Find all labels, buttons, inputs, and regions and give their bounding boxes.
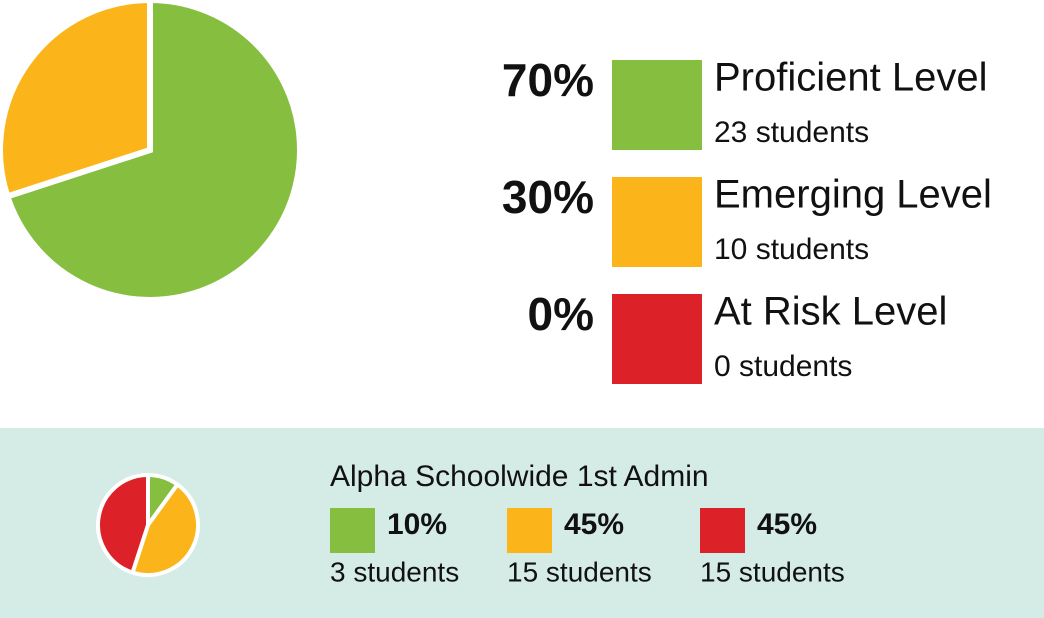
student-count: 10 students bbox=[714, 233, 869, 266]
pie-slice bbox=[130, 481, 200, 577]
pie-slice bbox=[0, 0, 153, 201]
student-count: 0 students bbox=[714, 350, 852, 383]
percent-label: 45% bbox=[564, 508, 624, 541]
legend-label: Emerging Level bbox=[714, 173, 992, 217]
percent-label: 0% bbox=[528, 288, 594, 340]
percent-label: 30% bbox=[502, 171, 594, 223]
panel-title: Alpha Schoolwide 1st Admin bbox=[330, 460, 709, 493]
legend-swatch bbox=[612, 294, 702, 384]
student-count: 15 students bbox=[507, 556, 652, 587]
pie-slice bbox=[96, 472, 150, 576]
legend-swatch bbox=[612, 60, 702, 150]
legend-swatch bbox=[700, 508, 745, 553]
pie-slice bbox=[3, 0, 303, 303]
percent-label: 70% bbox=[502, 54, 594, 106]
legend-swatch bbox=[330, 508, 375, 553]
legend-label: At Risk Level bbox=[714, 290, 947, 334]
percent-label: 10% bbox=[387, 508, 447, 541]
student-count: 23 students bbox=[714, 116, 869, 149]
student-count: 15 students bbox=[700, 556, 845, 587]
legend-swatch bbox=[612, 177, 702, 267]
student-count: 3 students bbox=[330, 556, 459, 587]
percent-label: 45% bbox=[757, 508, 817, 541]
legend-swatch bbox=[507, 508, 552, 553]
legend-label: Proficient Level bbox=[714, 56, 987, 100]
